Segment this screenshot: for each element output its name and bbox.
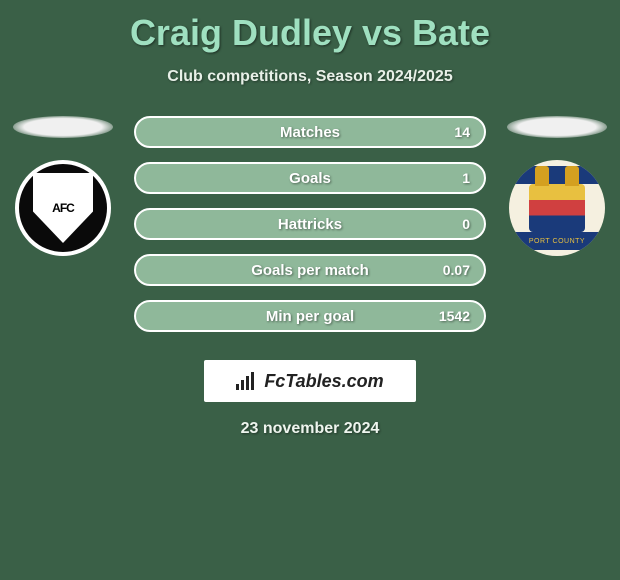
stat-label: Goals [289, 170, 331, 187]
stat-row-hattricks: Hattricks 0 [134, 208, 486, 240]
crest-band-bottom: PORT COUNTY [509, 232, 605, 250]
stat-value-right: 1542 [439, 308, 470, 324]
player-silhouette-right [507, 116, 607, 138]
stat-row-goals: Goals 1 [134, 162, 486, 194]
stat-value-right: 0 [462, 216, 470, 232]
right-player-col: PORT COUNTY [502, 116, 612, 256]
crest-band-top [509, 166, 605, 184]
stat-label: Hattricks [278, 216, 342, 233]
date-text: 23 november 2024 [0, 420, 620, 438]
right-team-crest: PORT COUNTY [509, 160, 605, 256]
left-player-col: AFC [8, 116, 118, 256]
stat-row-goals-per-match: Goals per match 0.07 [134, 254, 486, 286]
crest-shield-icon [529, 184, 585, 232]
branding-box: FcTables.com [204, 360, 416, 402]
player-silhouette-left [13, 116, 113, 138]
stats-column: Matches 14 Goals 1 Hattricks 0 Goals per… [118, 116, 502, 332]
stat-label: Goals per match [251, 262, 369, 279]
bar-chart-icon [236, 372, 258, 390]
shield-icon: AFC [33, 173, 93, 243]
stat-label: Min per goal [266, 308, 354, 325]
left-team-crest: AFC [15, 160, 111, 256]
stat-label: Matches [280, 124, 340, 141]
stat-value-right: 14 [454, 124, 470, 140]
stat-row-matches: Matches 14 [134, 116, 486, 148]
stat-row-min-per-goal: Min per goal 1542 [134, 300, 486, 332]
page-title: Craig Dudley vs Bate [0, 0, 620, 54]
branding-text: FcTables.com [264, 371, 383, 392]
subtitle: Club competitions, Season 2024/2025 [0, 68, 620, 86]
crest-letters: AFC [52, 201, 74, 215]
stat-value-right: 0.07 [443, 262, 470, 278]
comparison-row: AFC Matches 14 Goals 1 Hattricks 0 Goals… [0, 116, 620, 332]
stat-value-right: 1 [462, 170, 470, 186]
